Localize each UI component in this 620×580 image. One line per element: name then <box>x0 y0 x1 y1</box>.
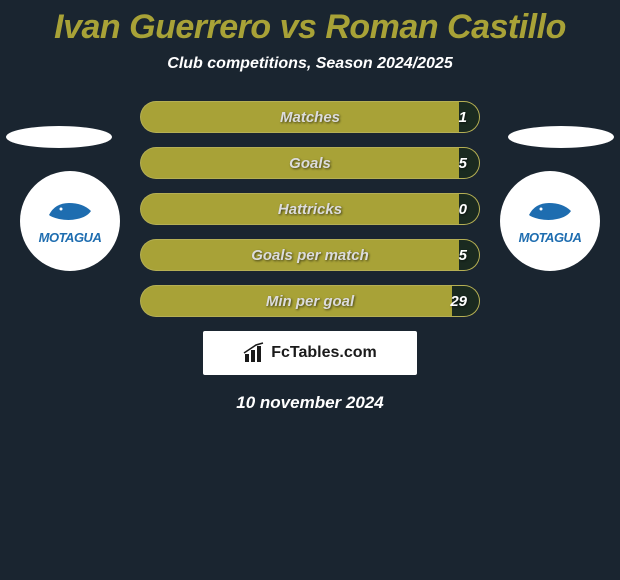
brand-box: FcTables.com <box>203 331 417 375</box>
stat-value-right: 0 <box>459 194 467 224</box>
stat-row: Matches1 <box>140 101 480 133</box>
brand-text: FcTables.com <box>271 344 377 362</box>
stat-value-right: 1 <box>459 102 467 132</box>
player2-name: Roman Castillo <box>325 8 565 46</box>
stat-row: Goals5 <box>140 147 480 179</box>
chart-icon <box>243 342 265 364</box>
stat-label: Goals <box>141 148 479 178</box>
stat-label: Hattricks <box>141 194 479 224</box>
stat-label: Matches <box>141 102 479 132</box>
stat-row: Hattricks0 <box>140 193 480 225</box>
stat-value-right: 5 <box>459 240 467 270</box>
stat-value-right: 29 <box>450 286 467 316</box>
player1-name: Ivan Guerrero <box>54 8 270 46</box>
subtitle: Club competitions, Season 2024/2025 <box>0 55 620 73</box>
date-text: 10 november 2024 <box>0 393 620 413</box>
stat-row: Goals per match5 <box>140 239 480 271</box>
stat-bars: Matches1Goals5Hattricks0Goals per match5… <box>140 101 480 317</box>
stats-area: Matches1Goals5Hattricks0Goals per match5… <box>0 101 620 317</box>
stat-value-right: 5 <box>459 148 467 178</box>
stat-row: Min per goal29 <box>140 285 480 317</box>
stat-label: Min per goal <box>141 286 479 316</box>
stat-label: Goals per match <box>141 240 479 270</box>
page-title: Ivan Guerrero vs Roman Castillo <box>0 0 620 47</box>
vs-text: vs <box>280 8 317 46</box>
